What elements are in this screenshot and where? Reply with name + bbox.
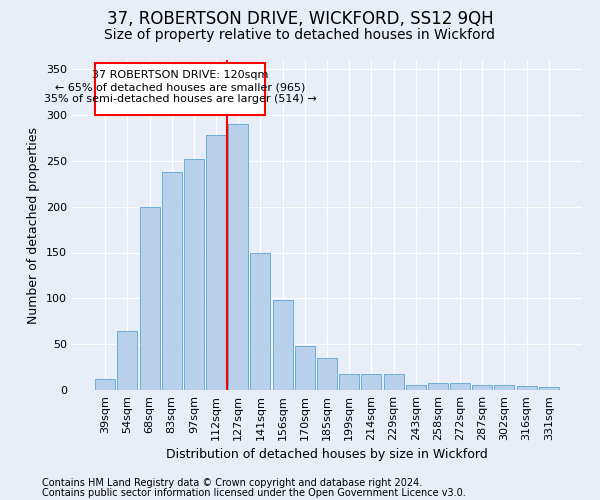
- Bar: [406, 386, 426, 390]
- Text: Size of property relative to detached houses in Wickford: Size of property relative to detached ho…: [104, 28, 496, 42]
- Bar: [450, 382, 470, 390]
- Text: ← 65% of detached houses are smaller (965): ← 65% of detached houses are smaller (96…: [55, 82, 305, 92]
- Bar: [206, 135, 226, 390]
- Bar: [339, 374, 359, 390]
- Text: 37 ROBERTSON DRIVE: 120sqm: 37 ROBERTSON DRIVE: 120sqm: [92, 70, 268, 80]
- Bar: [428, 382, 448, 390]
- Bar: [361, 374, 382, 390]
- Bar: [162, 172, 182, 390]
- Bar: [250, 252, 271, 390]
- Bar: [472, 386, 492, 390]
- Bar: [539, 387, 559, 390]
- Bar: [228, 124, 248, 390]
- Y-axis label: Number of detached properties: Number of detached properties: [28, 126, 40, 324]
- Bar: [517, 386, 536, 390]
- Text: Contains public sector information licensed under the Open Government Licence v3: Contains public sector information licen…: [42, 488, 466, 498]
- Bar: [140, 206, 160, 390]
- Bar: [295, 346, 315, 390]
- Bar: [317, 358, 337, 390]
- X-axis label: Distribution of detached houses by size in Wickford: Distribution of detached houses by size …: [166, 448, 488, 462]
- Bar: [272, 300, 293, 390]
- Bar: [383, 374, 404, 390]
- Text: 35% of semi-detached houses are larger (514) →: 35% of semi-detached houses are larger (…: [44, 94, 316, 104]
- Bar: [494, 386, 514, 390]
- Text: 37, ROBERTSON DRIVE, WICKFORD, SS12 9QH: 37, ROBERTSON DRIVE, WICKFORD, SS12 9QH: [107, 10, 493, 28]
- Bar: [118, 332, 137, 390]
- Bar: [184, 159, 204, 390]
- Text: Contains HM Land Registry data © Crown copyright and database right 2024.: Contains HM Land Registry data © Crown c…: [42, 478, 422, 488]
- FancyBboxPatch shape: [95, 62, 265, 115]
- Bar: [95, 379, 115, 390]
